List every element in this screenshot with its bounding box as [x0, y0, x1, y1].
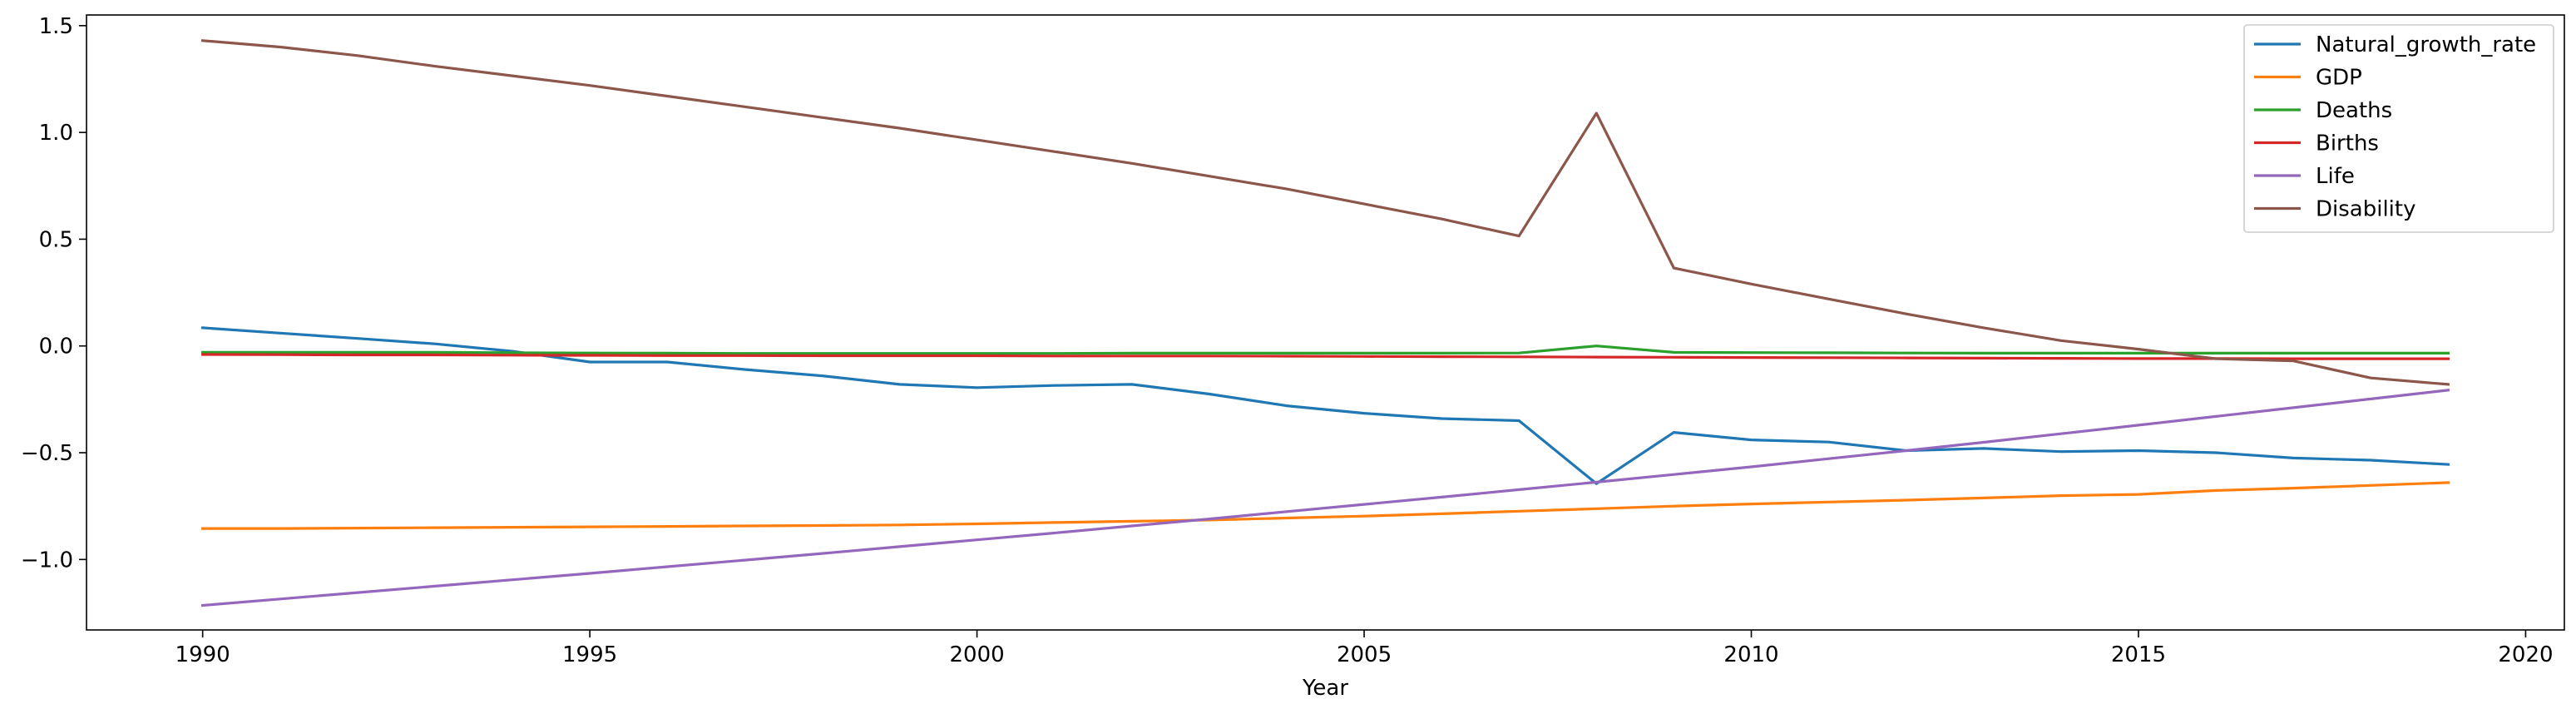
x-tick-label: 1995 — [562, 642, 617, 667]
legend-label: Natural_growth_rate — [2316, 32, 2536, 57]
series-line-deaths — [201, 345, 2450, 355]
legend-label: Deaths — [2316, 98, 2392, 123]
x-tick-label: 2015 — [2111, 642, 2166, 667]
series-line-gdp — [201, 481, 2450, 530]
y-tick-label: 0.0 — [39, 335, 73, 359]
plot-frame — [86, 14, 2565, 631]
y-tick-label: −0.5 — [21, 441, 73, 466]
x-tick-label: 2005 — [1337, 642, 1392, 667]
x-tick-label: 2010 — [1723, 642, 1778, 667]
series-line-disability — [200, 39, 2450, 386]
series-line-births — [200, 353, 2450, 360]
x-tick-label: 1990 — [176, 642, 230, 667]
series-lines — [200, 39, 2450, 607]
legend-label: GDP — [2316, 66, 2362, 91]
y-tick-label: 1.0 — [39, 121, 73, 146]
x-axis-ticks: 1990 1995 2000 2005 2010 2015 2020 — [176, 630, 2554, 667]
legend: Natural_growth_rate GDP Deaths Births Life Di… — [2243, 24, 2554, 233]
y-axis-ticks: −1.0 −0.5 0.0 0.5 1.0 1.5 — [21, 14, 87, 573]
y-tick-label: −1.0 — [21, 548, 73, 573]
series-line-natural-growth-rate — [200, 326, 2450, 485]
y-tick-label: 1.5 — [39, 14, 73, 39]
x-tick-label: 2020 — [2498, 642, 2553, 667]
x-axis-label: Year — [1302, 676, 1348, 701]
legend-box — [2243, 24, 2554, 233]
series-line-life — [200, 389, 2450, 607]
legend-label: Births — [2316, 131, 2379, 156]
x-tick-label: 2000 — [949, 642, 1004, 667]
legend-label: Life — [2316, 164, 2355, 189]
legend-label: Disability — [2316, 197, 2415, 222]
y-tick-label: 0.5 — [39, 227, 73, 252]
